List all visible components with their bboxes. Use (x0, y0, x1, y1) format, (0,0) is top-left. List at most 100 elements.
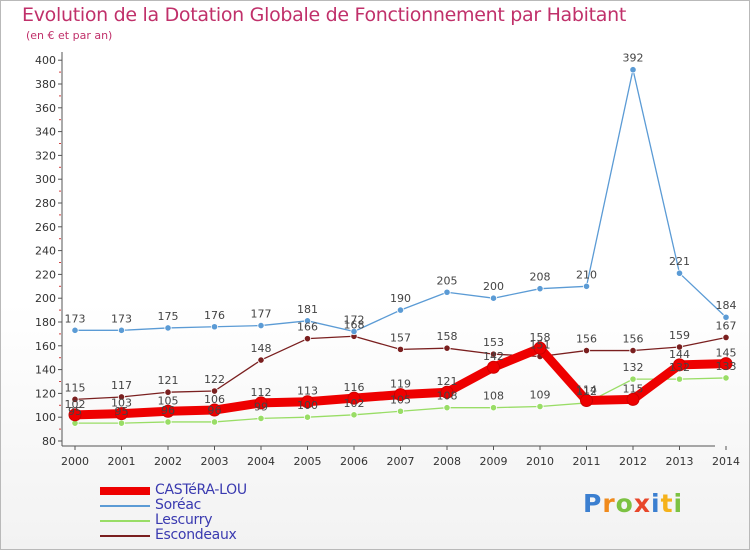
data-label: 145 (716, 347, 737, 360)
data-label: 158 (437, 330, 458, 343)
data-label: 177 (251, 308, 272, 321)
data-label: 142 (483, 350, 504, 363)
y-tick-label: 240 (35, 245, 56, 258)
x-tick-label: 2006 (340, 455, 368, 468)
y-tick-label: 140 (35, 364, 56, 377)
y-tick-label: 260 (35, 221, 56, 234)
y-tick-label: 280 (35, 197, 56, 210)
x-tick-label: 2009 (480, 455, 508, 468)
x-tick-label: 2001 (108, 455, 136, 468)
data-label: 105 (158, 394, 179, 407)
data-point (164, 324, 172, 332)
data-point (629, 346, 637, 355)
data-point (629, 66, 637, 74)
data-label: 102 (65, 398, 86, 411)
data-label: 167 (716, 319, 737, 332)
data-label: 200 (483, 280, 504, 293)
data-label: 121 (158, 374, 179, 387)
data-label: 95 (68, 405, 82, 418)
x-tick-label: 2005 (294, 455, 322, 468)
data-label: 156 (576, 333, 597, 346)
legend-label: CASTéRA-LOU (155, 482, 247, 498)
data-label: 173 (111, 312, 132, 325)
chart-title: Evolution de la Dotation Globale de Fonc… (22, 4, 627, 26)
data-label: 109 (530, 388, 551, 401)
data-point (675, 343, 684, 351)
x-tick-label: 2011 (573, 455, 601, 468)
data-point (71, 326, 79, 334)
data-label: 175 (158, 310, 179, 323)
data-label: 115 (623, 382, 644, 395)
data-point (487, 360, 500, 374)
data-point (580, 394, 593, 408)
data-label: 117 (111, 379, 132, 392)
x-tick-label: 2008 (433, 455, 461, 468)
y-tick-label: 80 (42, 435, 56, 448)
data-label: 114 (576, 384, 597, 397)
data-label: 132 (669, 361, 690, 374)
data-label: 157 (390, 331, 411, 344)
data-label: 159 (669, 329, 690, 342)
data-label: 208 (530, 271, 551, 284)
y-tick-label: 100 (35, 411, 56, 424)
data-point (164, 388, 172, 396)
logo-letter: P (583, 489, 603, 518)
data-point (722, 374, 730, 382)
data-point (396, 345, 405, 353)
y-tick-label: 200 (35, 292, 56, 305)
data-point (536, 285, 544, 293)
data-point (257, 414, 265, 422)
y-tick-label: 340 (35, 126, 56, 139)
data-point (303, 317, 312, 325)
logo-letter: i (673, 489, 684, 518)
data-label: 153 (483, 336, 504, 349)
data-point (443, 404, 451, 412)
y-tick-label: 220 (35, 268, 56, 281)
data-point (303, 413, 312, 421)
y-tick-label: 160 (35, 340, 56, 353)
data-point (164, 418, 172, 426)
data-point (675, 269, 684, 277)
data-label: 108 (437, 390, 458, 403)
data-point (210, 418, 219, 426)
data-label: 95 (115, 405, 129, 418)
legend-item-castera-lou: CASTéRA-LOU (100, 482, 320, 498)
data-point (582, 282, 591, 290)
data-label: 121 (437, 375, 458, 388)
data-point (629, 375, 637, 383)
data-label: 172 (344, 314, 365, 327)
legend-label: Escondeaux (155, 527, 237, 543)
data-point (257, 321, 265, 330)
data-point (161, 404, 175, 418)
logo-letter: t (660, 489, 674, 518)
data-label: 392 (623, 52, 644, 65)
legend-swatch-lescurry (100, 520, 150, 522)
data-label: 173 (65, 312, 86, 325)
data-label: 116 (344, 381, 365, 394)
x-tick-label: 2012 (619, 455, 647, 468)
data-point (443, 288, 451, 296)
data-label: 156 (623, 333, 644, 346)
data-point (117, 393, 126, 401)
legend-item-soreac: Soréac (100, 497, 320, 513)
data-label: 102 (344, 397, 365, 410)
legend-swatch-castera-lou (100, 487, 150, 495)
data-point (533, 341, 547, 355)
data-point (210, 387, 219, 395)
x-tick-label: 2014 (712, 455, 740, 468)
data-point (582, 346, 591, 355)
data-label: 190 (390, 292, 411, 305)
data-label: 158 (530, 331, 551, 344)
logo-letter: x (633, 489, 651, 518)
data-point (210, 323, 219, 331)
data-point (68, 408, 82, 422)
data-point (489, 404, 498, 412)
data-point (350, 411, 358, 419)
data-point (254, 396, 268, 410)
data-point (350, 327, 358, 336)
data-label: 166 (297, 321, 318, 334)
data-point (673, 358, 686, 372)
data-point (117, 419, 126, 427)
